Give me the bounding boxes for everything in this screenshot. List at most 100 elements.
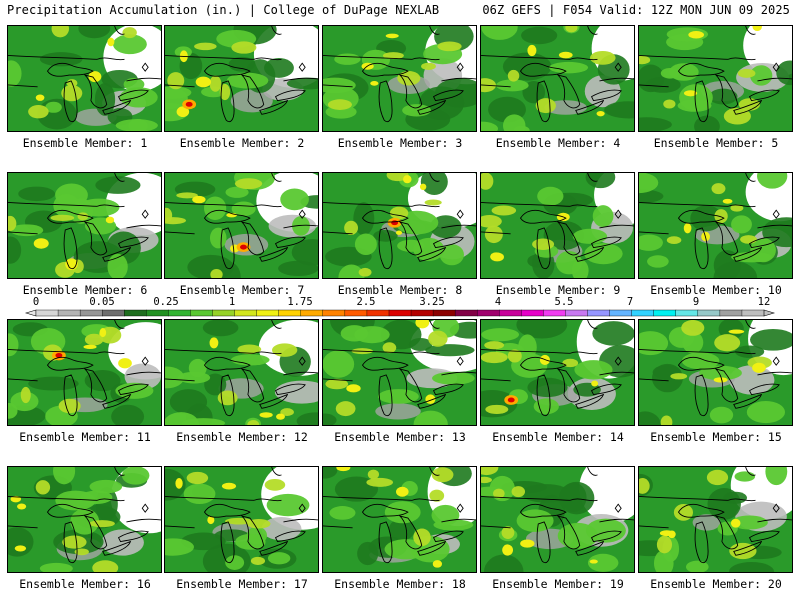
ensemble-member-label: Ensemble Member: 5	[653, 136, 779, 150]
ensemble-member-label: Ensemble Member: 9	[495, 283, 621, 297]
ensemble-member-label: Ensemble Member: 10	[650, 283, 782, 297]
colorbar-segment	[35, 309, 59, 317]
ensemble-map-panel	[7, 466, 162, 573]
colorbar-segment	[587, 309, 611, 317]
ensemble-member-label: Ensemble Member: 6	[22, 283, 148, 297]
precip-map-8	[323, 173, 476, 278]
colorbar-segment	[146, 309, 169, 317]
ensemble-map-panel	[638, 25, 793, 132]
ensemble-member-label: Ensemble Member: 14	[492, 430, 624, 444]
ensemble-member-label: Ensemble Member: 1	[22, 136, 148, 150]
colorbar-tick-label: 3.25	[419, 296, 445, 308]
precip-map-15	[639, 320, 792, 425]
ensemble-member-label: Ensemble Member: 17	[176, 577, 308, 591]
ensemble-map-panel	[322, 172, 477, 279]
ensemble-map-panel	[322, 25, 477, 132]
colorbar-segment	[521, 309, 544, 317]
colorbar-tick-label: 12	[757, 296, 771, 308]
ensemble-member-label: Ensemble Member: 2	[179, 136, 305, 150]
ensemble-map-panel	[638, 319, 793, 426]
colorbar-tick-label: 0.05	[89, 296, 115, 308]
precip-map-4	[481, 26, 634, 131]
colorbar-segment	[432, 309, 456, 317]
ensemble-map-panel	[7, 25, 162, 132]
precip-map-17	[165, 467, 318, 572]
chart-title: Precipitation Accumulation (in.) | Colle…	[7, 3, 440, 17]
precip-map-6	[8, 173, 161, 278]
colorbar-tick-label: 0	[32, 296, 40, 308]
precip-map-16	[8, 467, 161, 572]
run-valid-time: 06Z GEFS | F054 Valid: 12Z MON JUN 09 20…	[482, 3, 790, 17]
colorbar-tick-label: 2.5	[356, 296, 376, 308]
ensemble-member-label: Ensemble Member: 18	[334, 577, 466, 591]
colorbar-tick-label: 0.25	[153, 296, 179, 308]
ensemble-member-label: Ensemble Member: 12	[176, 430, 308, 444]
colorbar-segment	[79, 309, 103, 317]
colorbar-tick-label: 1.75	[287, 296, 313, 308]
colorbar-segment	[565, 309, 589, 317]
colorbar-segment	[477, 309, 500, 317]
colorbar-segment	[300, 309, 324, 317]
ensemble-map-panel	[164, 319, 319, 426]
ensemble-map-panel	[164, 25, 319, 132]
colorbar-segment	[57, 309, 81, 317]
precip-map-20	[639, 467, 792, 572]
ensemble-member-label: Ensemble Member: 19	[492, 577, 624, 591]
ensemble-map-panel	[480, 466, 635, 573]
colorbar-segment	[609, 309, 633, 317]
ensemble-member-label: Ensemble Member: 13	[334, 430, 466, 444]
colorbar-segment	[124, 309, 147, 317]
colorbar-tick-label: 1	[228, 296, 236, 308]
colorbar-segment	[410, 309, 434, 317]
precip-map-2	[165, 26, 318, 131]
colorbar-segment	[653, 309, 677, 317]
colorbar-tick-label: 5.5	[554, 296, 574, 308]
colorbar-right-arrow	[763, 309, 776, 317]
colorbar-segment	[344, 309, 368, 317]
ensemble-map-panel	[164, 172, 319, 279]
ensemble-member-label: Ensemble Member: 7	[179, 283, 305, 297]
colorbar-segment	[454, 309, 478, 317]
ensemble-map-panel	[480, 319, 635, 426]
colorbar-segment	[499, 309, 522, 317]
ensemble-member-label: Ensemble Member: 4	[495, 136, 621, 150]
precip-map-5	[639, 26, 792, 131]
ensemble-member-label: Ensemble Member: 11	[19, 430, 151, 444]
precip-map-1	[8, 26, 161, 131]
colorbar-segment	[697, 309, 721, 317]
ensemble-map-panel	[7, 172, 162, 279]
ensemble-map-panel	[7, 319, 162, 426]
ensemble-member-label: Ensemble Member: 20	[650, 577, 782, 591]
precip-map-7	[165, 173, 318, 278]
ensemble-map-panel	[480, 25, 635, 132]
colorbar-tick-label: 9	[692, 296, 700, 308]
colorbar-tick-label: 4	[494, 296, 502, 308]
colorbar-segment	[322, 309, 346, 317]
colorbar-segment	[256, 309, 280, 317]
colorbar-segment	[388, 309, 412, 317]
ensemble-map-panel	[322, 319, 477, 426]
precip-map-13	[323, 320, 476, 425]
colorbar-segment	[101, 309, 125, 317]
colorbar-tick-label: 7	[626, 296, 634, 308]
ensemble-member-label: Ensemble Member: 8	[337, 283, 463, 297]
ensemble-map-panel	[322, 466, 477, 573]
precip-map-12	[165, 320, 318, 425]
precip-map-18	[323, 467, 476, 572]
colorbar-segment	[366, 309, 390, 317]
colorbar-segment	[168, 309, 191, 317]
colorbar-segment	[719, 309, 743, 317]
precip-map-19	[481, 467, 634, 572]
precip-map-14	[481, 320, 634, 425]
ensemble-map-panel	[638, 466, 793, 573]
colorbar-segment	[543, 309, 566, 317]
colorbar-segment	[212, 309, 236, 317]
colorbar-segment	[675, 309, 699, 317]
color-scale-bar	[24, 309, 776, 317]
precip-map-9	[481, 173, 634, 278]
colorbar-segment	[190, 309, 213, 317]
ensemble-map-panel	[480, 172, 635, 279]
colorbar-segment	[631, 309, 655, 317]
precip-map-10	[639, 173, 792, 278]
colorbar-segment	[278, 309, 302, 317]
